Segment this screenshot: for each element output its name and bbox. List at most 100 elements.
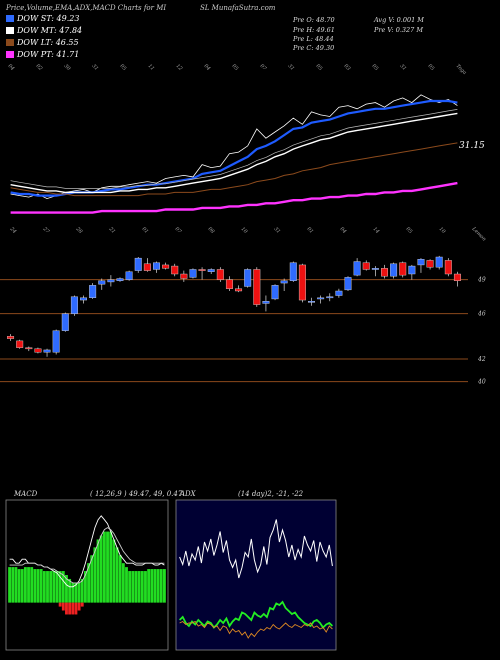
bottom-tick-label: 14 bbox=[372, 226, 381, 235]
macd-histogram-neg-bar bbox=[77, 602, 81, 611]
macd-histogram-bar bbox=[65, 575, 68, 603]
bottom-tick-label: 08 bbox=[207, 226, 216, 235]
macd-histogram-bar bbox=[71, 582, 75, 603]
candle-body bbox=[134, 257, 142, 271]
candle-body bbox=[289, 262, 297, 281]
prev-close: Pre C: 49.30 bbox=[293, 44, 335, 52]
bottom-tick-label: 01 bbox=[141, 226, 150, 235]
macd-histogram-bar bbox=[140, 571, 144, 603]
candle-body bbox=[125, 271, 133, 280]
candle-body bbox=[335, 290, 343, 296]
candle-body bbox=[216, 269, 224, 280]
bottom-tick-label: Lemon bbox=[470, 225, 487, 242]
candle-body bbox=[225, 279, 233, 289]
macd-histogram-bar bbox=[162, 569, 166, 603]
macd-histogram-bar bbox=[156, 569, 160, 603]
price-right-label: 31.15 bbox=[459, 141, 485, 151]
support-line-label: 42 bbox=[477, 356, 486, 363]
macd-histogram-bar bbox=[131, 571, 135, 603]
candle-body bbox=[52, 330, 60, 353]
bottom-tick-label: 04 bbox=[339, 226, 348, 235]
macd-histogram-bar bbox=[102, 531, 106, 603]
macd-histogram-neg-bar bbox=[61, 602, 65, 611]
macd-histogram-bar bbox=[125, 567, 128, 603]
candle-body bbox=[453, 273, 461, 282]
macd-histogram-bar bbox=[42, 571, 46, 603]
candle-body bbox=[344, 277, 352, 291]
candle-body bbox=[244, 269, 252, 287]
adx-line-di_plus bbox=[178, 600, 334, 629]
candle-body bbox=[326, 296, 334, 299]
ema-line-mid-upper bbox=[10, 109, 458, 189]
legend-swatch-st bbox=[6, 15, 14, 22]
adx-params: (14 day)2, -21, -22 bbox=[238, 490, 304, 498]
candle-body bbox=[43, 349, 51, 353]
top-tick-label: 05 bbox=[231, 63, 240, 72]
macd-histogram-bar bbox=[36, 569, 40, 603]
macd-histogram-bar bbox=[144, 571, 147, 603]
bottom-tick-label: 21 bbox=[107, 225, 116, 234]
macd-histogram-bar bbox=[68, 578, 72, 603]
macd-histogram-bar bbox=[115, 547, 119, 603]
macd-histogram-neg-bar bbox=[74, 602, 78, 615]
macd-histogram-neg-bar bbox=[80, 602, 84, 607]
ema-line-ema_pt bbox=[10, 181, 458, 214]
candle-body bbox=[25, 347, 33, 350]
macd-histogram-bar bbox=[93, 547, 97, 603]
bottom-tick-label: 28 bbox=[74, 225, 83, 234]
macd-histogram-bar bbox=[121, 563, 125, 603]
prev-open: Pre O: 48.70 bbox=[293, 16, 335, 24]
bottom-tick-label: 10 bbox=[240, 226, 249, 235]
candle-body bbox=[70, 296, 78, 314]
legend-dow-lt: DOW LT: 46.55 bbox=[6, 38, 79, 48]
candle-body bbox=[80, 297, 88, 301]
bottom-tick-label: 01 bbox=[306, 226, 315, 235]
candle-body bbox=[308, 301, 316, 303]
macd-histogram-bar bbox=[159, 569, 163, 603]
candle-body bbox=[89, 285, 97, 299]
macd-histogram-bar bbox=[30, 567, 34, 603]
macd-histogram-bar bbox=[58, 571, 62, 603]
bottom-tick-label: 24 bbox=[8, 225, 17, 234]
top-tick-label: 04 bbox=[7, 63, 16, 72]
prev-low: Pre L: 48.44 bbox=[293, 35, 334, 43]
top-tick-label: 12 bbox=[175, 63, 184, 72]
site-label: SL MunafaSutra.com bbox=[200, 4, 276, 12]
support-line-label: 49 bbox=[477, 277, 486, 284]
macd-histogram-bar bbox=[8, 567, 12, 603]
macd-histogram-bar bbox=[11, 567, 15, 603]
top-tick-label: 05 bbox=[371, 63, 380, 72]
legend-dow-lt-label: DOW LT: 46.55 bbox=[17, 38, 79, 47]
chart-header: Price,Volume,EMA,ADX,MACD Charts for MI … bbox=[0, 0, 500, 62]
legend-swatch-lt bbox=[6, 39, 14, 46]
legend-swatch-pt bbox=[6, 51, 14, 58]
macd-histogram-bar bbox=[77, 582, 81, 603]
bottom-tick-label: 10 bbox=[438, 226, 447, 235]
candle-body bbox=[435, 256, 443, 268]
macd-histogram-bar bbox=[87, 563, 91, 603]
legend-dow-pt: DOW PT: 41.71 bbox=[6, 50, 79, 60]
prev-volume: Pre V: 0.327 M bbox=[374, 26, 424, 34]
candle-body bbox=[271, 285, 279, 300]
candle-body bbox=[426, 260, 434, 268]
candle-body bbox=[171, 265, 179, 275]
macd-histogram-bar bbox=[109, 531, 113, 603]
ema-line-ema_short bbox=[10, 99, 458, 197]
candle-body bbox=[362, 262, 370, 270]
adx-line-adx bbox=[179, 519, 333, 579]
candle-body bbox=[235, 288, 243, 292]
candle-body bbox=[189, 269, 197, 278]
top-tick-label: 11 bbox=[147, 63, 156, 72]
macd-histogram-bar bbox=[17, 569, 21, 603]
macd-histogram-bar bbox=[61, 571, 65, 603]
ema-line-ema_mid bbox=[10, 112, 458, 194]
macd-histogram-bar bbox=[96, 539, 100, 603]
macd-histogram-neg-bar bbox=[58, 602, 62, 607]
top-tick-label: 05 bbox=[315, 63, 324, 72]
top-tick-label: 31 bbox=[91, 63, 100, 72]
avg-volume: Avg V: 0.001 M bbox=[374, 16, 424, 24]
macd-histogram-bar bbox=[23, 567, 27, 603]
macd-histogram-bar bbox=[80, 578, 84, 603]
candle-body bbox=[16, 340, 24, 348]
